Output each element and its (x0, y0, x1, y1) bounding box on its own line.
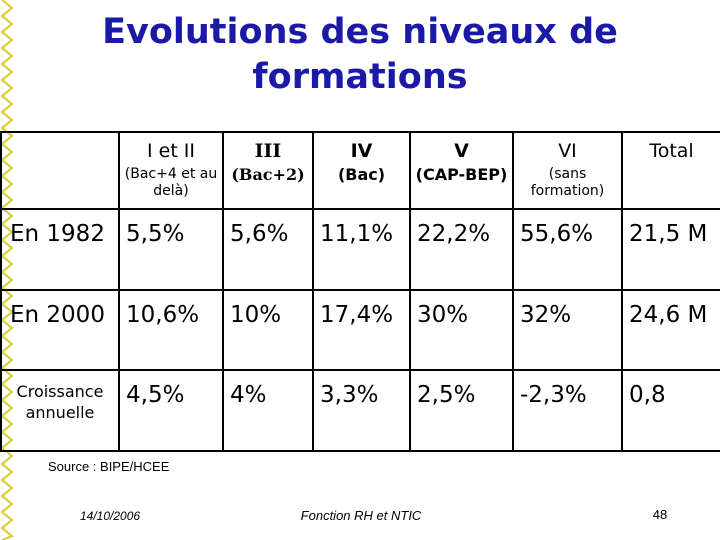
header-cell-total: Total (621, 130, 720, 211)
table-row-annual-growth: Croissance annuelle 4,5% 4% 3,3% 2,5% -2… (0, 369, 720, 452)
title-line-1: Evolutions des niveaux de (102, 12, 618, 52)
header-level: Total (649, 140, 694, 162)
table-cell: 3,3% (320, 382, 379, 409)
table-cell: 32% (520, 301, 572, 328)
header-cell-level-4: IV (Bac) (312, 130, 411, 211)
table-row-1982: En 1982 5,5% 5,6% 11,1% 22,2% 55,6% 21,5… (0, 208, 720, 291)
table-cell: 10% (230, 301, 282, 328)
table-cell: 10,6% (126, 301, 200, 328)
header-description: (CAP-BEP) (415, 165, 508, 184)
page-number: 48 (652, 507, 668, 522)
table-cell: 5,5% (126, 221, 185, 248)
table-cell: 5,6% (230, 221, 289, 248)
table-cell: 2,5% (417, 382, 476, 409)
header-description: (Bac) (337, 165, 386, 184)
header-cell-level-3: III (Bac+2) (222, 130, 314, 211)
header-cell-level-6: VI (sans formation) (512, 130, 623, 211)
header-description: (Bac+4 et au delà) (124, 166, 218, 199)
table-cell: 30% (417, 301, 469, 328)
source-note: Source : BIPE/HCEE (48, 459, 170, 474)
footer-title: Fonction RH et NTIC (300, 508, 422, 523)
table-cell: 21,5 M (629, 221, 708, 248)
title-line-2: formations (252, 57, 468, 97)
table-header-row: I et II (Bac+4 et au delà) III (Bac+2) I… (0, 130, 720, 211)
table-cell: 22,2% (417, 221, 491, 248)
header-description: (sans formation) (530, 166, 605, 199)
header-cell-empty (0, 130, 120, 211)
table-cell: 0,8 (629, 382, 666, 409)
footer-date: 14/10/2006 (80, 509, 141, 523)
header-description: (Bac+2) (231, 165, 305, 184)
table-row-2000: En 2000 10,6% 10% 17,4% 30% 32% 24,6 M (0, 288, 720, 372)
table-cell: 24,6 M (629, 301, 708, 328)
row-label: En 1982 (10, 221, 105, 248)
row-label: Croissance annuelle (16, 382, 104, 423)
header-cell-level-5: V (CAP-BEP) (409, 130, 514, 211)
slide-title: Evolutions des niveaux de formations (60, 10, 660, 100)
header-level: I et II (146, 140, 196, 162)
header-level: IV (350, 140, 373, 162)
formation-levels-table: I et II (Bac+4 et au delà) III (Bac+2) I… (0, 130, 720, 452)
table-cell: 55,6% (520, 221, 594, 248)
row-label: En 2000 (10, 301, 105, 328)
table-cell: 11,1% (320, 221, 394, 248)
table-cell: 4% (230, 382, 267, 409)
header-level: VI (558, 140, 577, 162)
header-level: III (254, 140, 282, 162)
table-cell: 17,4% (320, 301, 394, 328)
header-level: V (454, 140, 469, 162)
table-cell: 4,5% (126, 382, 185, 409)
table-cell: -2,3% (520, 382, 587, 409)
header-cell-level-1-2: I et II (Bac+4 et au delà) (118, 130, 224, 211)
